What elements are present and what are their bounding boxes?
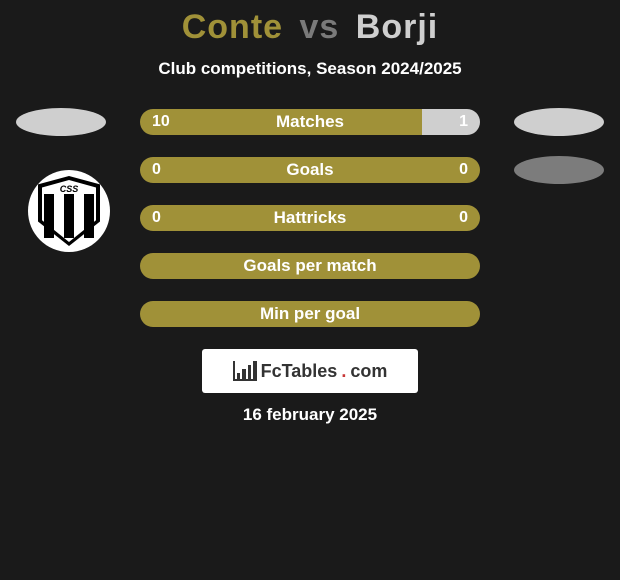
stat-bar: 10 1 Matches (140, 109, 480, 135)
player2-name: Borji (356, 8, 438, 46)
subtitle: Club competitions, Season 2024/2025 (0, 59, 620, 79)
stat-bar: Min per goal (140, 301, 480, 327)
comparison-infographic: Conte vs Borji Club competitions, Season… (0, 0, 620, 580)
stat-bar-left (140, 157, 480, 183)
stat-row-matches: 10 1 Matches (0, 109, 620, 135)
logo-text-pre: FcTables (261, 361, 338, 382)
stat-row-goals-per-match: Goals per match (0, 253, 620, 279)
logo-text-dot: . (341, 361, 346, 382)
stat-value-left: 0 (152, 205, 161, 231)
stat-value-left: 0 (152, 157, 161, 183)
stat-bar: 0 0 Hattricks (140, 205, 480, 231)
source-logo: FcTables.com (202, 349, 418, 393)
stat-bar-left (140, 109, 422, 135)
stat-value-right: 0 (459, 205, 468, 231)
barchart-icon (233, 361, 257, 381)
team-right-oval-icon (514, 108, 604, 136)
stat-bar-right (422, 109, 480, 135)
stat-row-min-per-goal: Min per goal (0, 301, 620, 327)
player1-name: Conte (182, 8, 283, 46)
stat-value-right: 0 (459, 157, 468, 183)
team-right-oval-icon (514, 156, 604, 184)
stat-value-left: 10 (152, 109, 170, 135)
date-label: 16 february 2025 (0, 405, 620, 425)
stat-bar-left (140, 205, 480, 231)
team-left-oval-icon (16, 108, 106, 136)
stat-bar: Goals per match (140, 253, 480, 279)
stat-bar: 0 0 Goals (140, 157, 480, 183)
stat-bar-left (140, 301, 480, 327)
vs-label: vs (300, 8, 340, 46)
page-title: Conte vs Borji (0, 8, 620, 47)
club-crest-icon: CSS (28, 170, 110, 252)
stat-bar-left (140, 253, 480, 279)
logo-text-post: com (350, 361, 387, 382)
stat-value-right: 1 (459, 109, 468, 135)
crest-text: CSS (38, 184, 100, 194)
